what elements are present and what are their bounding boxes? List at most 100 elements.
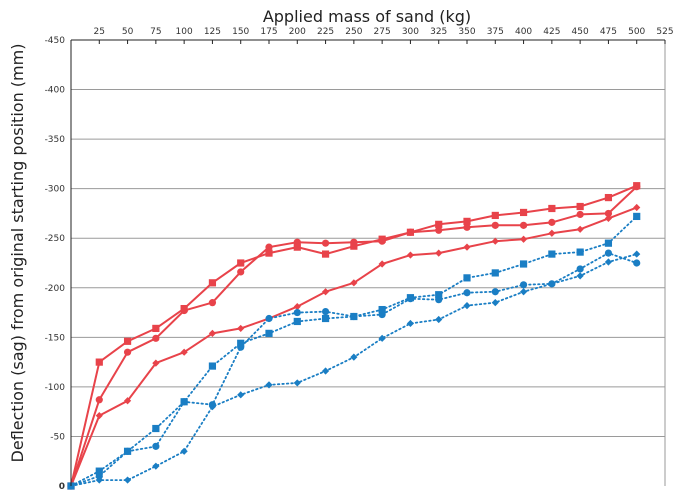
grid-lines — [71, 39, 666, 486]
data-point-square — [406, 228, 415, 236]
series-4 — [67, 250, 641, 490]
data-point-diamond — [293, 303, 301, 311]
data-point-square — [293, 243, 301, 251]
data-point-square — [350, 242, 358, 250]
x-tick-label: 225 — [317, 27, 334, 37]
data-point-circle — [519, 281, 528, 289]
x-tick-label: 525 — [656, 27, 673, 37]
data-point-diamond — [378, 334, 386, 342]
y-tick-label: -400 — [45, 86, 66, 96]
x-tick-label: 150 — [232, 27, 249, 37]
data-point-square — [265, 329, 273, 337]
data-point-circle — [152, 442, 160, 450]
data-point-diamond — [463, 243, 471, 251]
data-point-square — [604, 239, 613, 247]
data-point-diamond — [519, 288, 528, 296]
data-point-circle — [633, 259, 641, 267]
data-point-square — [237, 339, 245, 347]
data-point-diamond — [491, 237, 499, 245]
series-6 — [67, 212, 641, 490]
data-point-square — [378, 235, 386, 243]
x-tick-label: 75 — [150, 27, 161, 37]
data-point-diamond — [435, 249, 443, 257]
data-point-circle — [265, 243, 273, 251]
x-tick-label: 475 — [600, 27, 617, 37]
data-point-square — [180, 304, 188, 313]
y-tick-label: -450 — [45, 36, 66, 46]
y-tick-label: -150 — [45, 333, 66, 343]
series-2 — [67, 183, 641, 490]
data-point-square — [350, 312, 358, 321]
data-point-circle — [519, 221, 528, 229]
data-point-square — [633, 182, 641, 190]
series-layer — [67, 182, 641, 490]
data-point-square — [463, 274, 471, 282]
x-tick-label: 400 — [515, 27, 532, 37]
data-point-diamond — [435, 315, 443, 324]
x-tick-label: 200 — [289, 27, 306, 37]
data-point-square — [95, 467, 103, 475]
data-point-diamond — [548, 229, 556, 237]
data-point-circle — [491, 288, 499, 296]
data-point-diamond — [123, 476, 132, 484]
data-point-circle — [604, 249, 613, 257]
x-tick-label: 300 — [402, 27, 419, 37]
data-point-diamond — [350, 279, 358, 287]
data-point-diamond — [237, 324, 245, 333]
data-point-square — [548, 204, 556, 213]
data-point-square — [152, 324, 160, 333]
data-point-square — [95, 358, 103, 366]
data-point-diamond — [237, 391, 245, 399]
data-point-diamond — [293, 379, 301, 387]
data-point-square — [463, 217, 471, 225]
data-point-diamond — [491, 299, 499, 307]
data-point-square — [123, 337, 132, 345]
data-point-diamond — [152, 359, 160, 367]
x-tick-label: 450 — [572, 27, 589, 37]
x-tick-label: 175 — [260, 27, 277, 37]
data-point-square — [152, 424, 160, 433]
x-tick-label: 325 — [430, 27, 447, 37]
x-tick-label: 100 — [176, 27, 193, 37]
y-tick-label: -250 — [45, 234, 66, 244]
x-tick-label: 350 — [458, 27, 475, 37]
data-point-diamond — [350, 353, 358, 361]
data-point-circle — [208, 299, 217, 307]
x-tick-label: 50 — [122, 27, 134, 37]
data-point-circle — [463, 289, 471, 297]
y-tick-label: -100 — [45, 383, 66, 393]
y-tick-label: -350 — [45, 135, 66, 145]
data-point-circle — [321, 239, 330, 247]
series-line — [70, 253, 638, 487]
data-point-diamond — [321, 367, 330, 375]
data-point-circle — [491, 221, 499, 229]
data-point-square — [491, 211, 499, 220]
data-point-square — [633, 212, 641, 221]
data-point-diamond — [180, 447, 188, 455]
data-point-circle — [548, 280, 556, 288]
data-point-square — [293, 317, 301, 326]
data-point-diamond — [180, 348, 188, 356]
data-point-diamond — [208, 329, 217, 337]
axes: 0 -50 -100 -150 -200 -250 -300 -350 -400 -450 25 50… — [45, 27, 674, 492]
data-point-diamond — [576, 272, 584, 280]
data-point-square — [321, 314, 330, 323]
data-point-diamond — [321, 288, 330, 296]
data-point-diamond — [604, 214, 613, 222]
data-point-square — [321, 250, 330, 258]
data-point-square — [208, 362, 217, 370]
data-point-square — [435, 291, 443, 299]
y-tick-label: 0 — [59, 482, 65, 492]
data-point-circle — [152, 334, 160, 342]
x-axis-title: Applied mass of sand (kg) — [263, 7, 471, 26]
data-point-circle — [293, 308, 301, 317]
y-tick-label: -200 — [45, 284, 66, 294]
data-point-circle — [95, 396, 103, 404]
data-point-diamond — [152, 462, 160, 470]
x-tick-label: 375 — [487, 27, 504, 37]
data-point-diamond — [604, 258, 613, 266]
data-point-square — [180, 398, 188, 406]
data-point-square — [406, 294, 415, 302]
data-point-square — [491, 269, 499, 277]
